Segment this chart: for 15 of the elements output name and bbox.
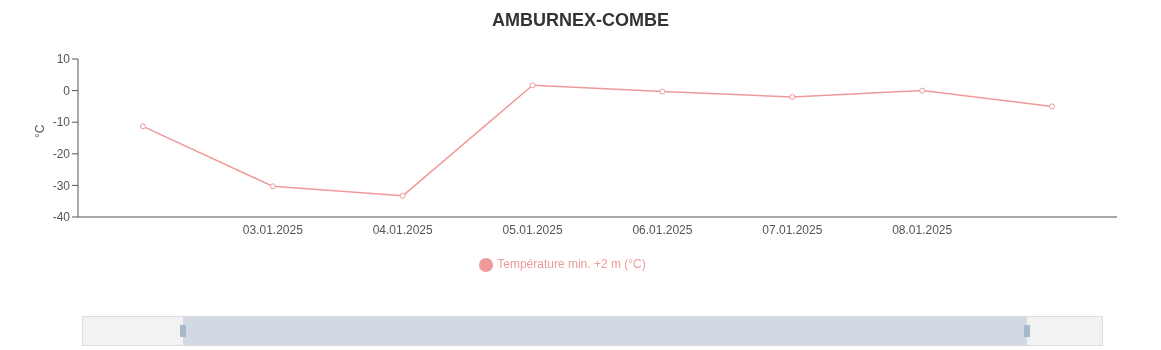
y-tick-label: -20 [52, 147, 71, 162]
y-tick-label: 10 [56, 52, 71, 67]
y-tick-label: -30 [52, 178, 71, 193]
x-tick-label: 08.01.2025 [892, 222, 953, 237]
chart-title: AMBURNEX-COMBE [491, 9, 670, 32]
y-tick-label: 0 [63, 83, 71, 98]
y-tick-label: -40 [52, 210, 71, 225]
x-tick-label: 04.01.2025 [372, 222, 434, 237]
legend-label: Température min. +2 m (°C) [497, 257, 646, 271]
y-tick-label: -10 [52, 115, 71, 130]
x-tick-label: 07.01.2025 [762, 222, 823, 237]
x-tick-label: 06.01.2025 [632, 222, 693, 237]
y-axis-title: °C [33, 124, 48, 138]
x-tick-label: 03.01.2025 [242, 222, 304, 237]
x-tick-label: 05.01.2025 [502, 222, 563, 237]
